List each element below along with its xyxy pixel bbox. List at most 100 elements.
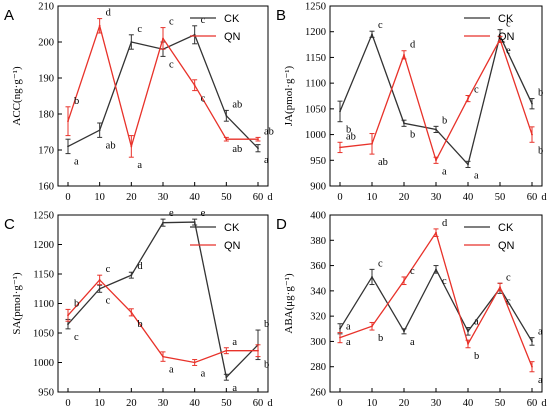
- significance-letter: a: [74, 157, 79, 168]
- significance-letter: ab: [346, 131, 356, 142]
- x-tick-label: 10: [94, 398, 105, 409]
- data-point: [435, 268, 437, 271]
- significance-letter: a: [264, 155, 269, 166]
- significance-letter: c: [106, 264, 111, 275]
- legend-label-ck: CK: [224, 13, 240, 25]
- panel-letter: B: [276, 7, 286, 24]
- x-tick-label: 50: [495, 398, 506, 409]
- significance-letter: ab: [378, 157, 388, 168]
- data-point: [225, 349, 228, 352]
- data-point: [403, 122, 405, 125]
- data-point: [371, 33, 373, 36]
- y-tick-label: 1000: [305, 130, 326, 141]
- legend-label-ck: CK: [224, 222, 240, 234]
- y-tick-label: 380: [310, 236, 326, 247]
- data-point: [531, 133, 533, 136]
- significance-letter: d: [410, 40, 416, 51]
- significance-letter: b: [137, 319, 142, 330]
- significance-letter: c: [201, 94, 206, 105]
- y-axis-label: ABA(μg·g⁻¹): [283, 273, 295, 334]
- data-point: [467, 330, 469, 333]
- data-point: [193, 33, 196, 36]
- significance-letter: c: [506, 296, 511, 307]
- x-tick-label: 60: [253, 192, 264, 203]
- data-point: [130, 41, 133, 43]
- data-point: [371, 325, 373, 328]
- panel-b: 900 950 1000 1050 1100 1150 1200 1250 0 10 20 30 40 5…: [276, 2, 547, 204]
- significance-letter: c: [506, 272, 511, 283]
- data-point: [531, 102, 533, 105]
- data-point: [435, 128, 437, 131]
- data-point: [531, 340, 533, 343]
- significance-letter: a: [232, 383, 237, 394]
- x-tick-label: 0: [337, 192, 342, 203]
- significance-letter: c: [442, 276, 447, 287]
- y-tick-label: 950: [310, 156, 326, 167]
- significance-letter: b: [474, 351, 479, 362]
- y-axis-label: JA(pmol·g⁻¹): [283, 65, 295, 126]
- y-tick-label: 320: [310, 312, 326, 323]
- data-point: [257, 147, 259, 150]
- legend-label-ck: CK: [498, 13, 514, 25]
- series-qn: a b c d b c a: [337, 218, 543, 386]
- data-point: [193, 361, 196, 364]
- series-line-ck: [339, 267, 533, 342]
- significance-letter: b: [442, 115, 447, 126]
- significance-letter: a: [169, 364, 174, 375]
- significance-letter: ab: [264, 126, 274, 137]
- data-point: [499, 286, 501, 288]
- significance-letter: b: [410, 129, 415, 140]
- series-qn: ab ab d a c e b: [337, 35, 543, 177]
- y-tick-label: 180: [38, 110, 54, 121]
- significance-letter: e: [201, 208, 206, 219]
- legend-label-qn: QN: [498, 240, 515, 252]
- x-unit-label: d: [267, 192, 273, 203]
- legend: CK QN: [190, 13, 241, 43]
- y-tick-label: 1050: [305, 104, 326, 115]
- y-tick-label: 900: [310, 182, 326, 193]
- significance-letter: c: [378, 258, 383, 269]
- significance-letter: d: [137, 261, 143, 272]
- data-point: [225, 138, 228, 141]
- data-point: [67, 120, 69, 123]
- data-point: [403, 53, 405, 56]
- series-line-qn: [339, 231, 533, 367]
- x-tick-label: 50: [221, 192, 232, 203]
- significance-letter: a: [346, 337, 351, 348]
- data-point: [225, 376, 228, 379]
- significance-letter: b: [74, 298, 79, 309]
- x-tick-label: 20: [399, 192, 410, 203]
- legend-label-ck: CK: [498, 222, 514, 234]
- x-tick-label: 10: [367, 192, 378, 203]
- x-tick-label: 50: [221, 398, 232, 409]
- legend-label-qn: QN: [224, 240, 241, 252]
- panel-c: 950 1000 1050 1100 1150 1200 1250 0 10 20 30 40 50 60…: [4, 208, 273, 409]
- data-point: [98, 279, 101, 281]
- significance-letter: c: [74, 332, 79, 343]
- data-point: [467, 97, 469, 100]
- data-point: [257, 138, 259, 141]
- x-tick-label: 10: [367, 398, 378, 409]
- series-line-qn: [339, 37, 533, 163]
- x-tick-label: 10: [94, 192, 105, 203]
- significance-letter: c: [506, 19, 511, 30]
- x-unit-label: d: [267, 398, 273, 409]
- y-tick-label: 1250: [33, 211, 54, 222]
- y-tick-label: 210: [38, 2, 54, 13]
- series-line-ck: [339, 32, 533, 166]
- y-tick-label: 340: [310, 286, 326, 297]
- data-point: [257, 349, 259, 352]
- data-point: [371, 276, 373, 278]
- data-point: [531, 365, 533, 368]
- data-point: [98, 129, 101, 132]
- data-point: [435, 231, 437, 234]
- data-point: [193, 84, 196, 87]
- significance-letter: b: [264, 360, 269, 371]
- series-ck: c c d e e a b: [65, 208, 269, 394]
- legend: CK QN: [464, 13, 515, 43]
- y-axis-label: ACC(ng·g⁻¹): [11, 66, 23, 126]
- x-tick-label: 60: [527, 192, 538, 203]
- x-tick-label: 30: [158, 398, 169, 409]
- x-tick-label: 0: [65, 398, 70, 409]
